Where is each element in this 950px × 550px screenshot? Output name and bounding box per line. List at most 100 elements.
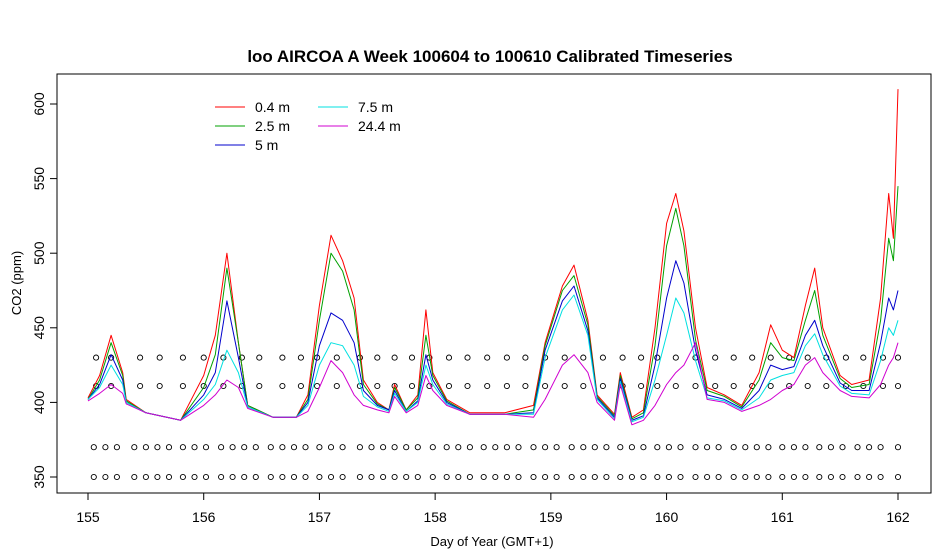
flag-marker bbox=[603, 444, 610, 451]
flag-marker bbox=[742, 444, 749, 451]
flag-marker bbox=[638, 382, 645, 390]
flag-marker bbox=[672, 382, 679, 390]
flag-marker bbox=[464, 354, 471, 361]
flag-marker bbox=[466, 444, 473, 451]
flag-marker bbox=[839, 473, 846, 481]
flag-marker bbox=[267, 444, 274, 451]
flag-marker bbox=[827, 444, 834, 451]
flag-marker bbox=[561, 354, 568, 361]
flag-marker bbox=[638, 354, 645, 361]
y-axis-label: CO2 (ppm) bbox=[9, 251, 24, 315]
flag-marker bbox=[492, 444, 499, 451]
flag-marker bbox=[580, 473, 587, 481]
flag-marker bbox=[561, 382, 568, 390]
flag-marker bbox=[142, 444, 149, 451]
flag-marker bbox=[779, 444, 786, 451]
flag-marker bbox=[316, 444, 323, 451]
flag-marker bbox=[408, 354, 416, 361]
series-line-2-5-m bbox=[87, 186, 899, 421]
flag-marker bbox=[391, 444, 398, 451]
series-line-24-4-m bbox=[87, 342, 899, 426]
series-line-7-5-m bbox=[87, 294, 899, 423]
flag-marker bbox=[380, 444, 387, 451]
flag-marker bbox=[879, 382, 887, 390]
flag-marker bbox=[617, 473, 624, 481]
flag-marker bbox=[191, 444, 198, 451]
flag-marker bbox=[327, 444, 335, 451]
flag-marker bbox=[156, 354, 163, 361]
flag-marker bbox=[767, 354, 774, 361]
y-tick-label: 350 bbox=[31, 465, 47, 489]
flag-marker bbox=[241, 473, 248, 481]
flag-marker bbox=[894, 354, 902, 361]
flag-marker bbox=[179, 444, 186, 451]
flag-marker bbox=[842, 354, 849, 361]
flag-marker bbox=[480, 473, 487, 481]
flag-marker bbox=[553, 473, 560, 481]
flag-marker bbox=[455, 444, 462, 451]
flag-marker bbox=[827, 473, 834, 481]
flag-marker bbox=[654, 444, 661, 451]
flag-marker bbox=[339, 444, 346, 451]
flag-marker bbox=[484, 382, 491, 390]
legend: 0.4 m 2.5 m 5 m 7.5 m 24.4 m bbox=[215, 99, 401, 153]
flag-marker bbox=[503, 354, 510, 361]
flag-marker bbox=[522, 382, 529, 390]
flag-marker bbox=[179, 354, 186, 361]
flag-marker bbox=[640, 444, 647, 451]
flag-marker bbox=[580, 444, 587, 451]
flag-marker bbox=[742, 473, 749, 481]
flag-marker bbox=[866, 444, 873, 451]
flag-marker bbox=[403, 473, 410, 481]
flag-marker bbox=[333, 354, 340, 361]
y-tick-label: 550 bbox=[31, 167, 47, 191]
flag-marker bbox=[380, 473, 387, 481]
chart-title: loo AIRCOA A Week 100604 to 100610 Calib… bbox=[247, 47, 732, 66]
flag-marker bbox=[790, 473, 797, 481]
flag-marker bbox=[252, 473, 259, 481]
flag-marker bbox=[823, 382, 830, 390]
flag-marker bbox=[894, 382, 902, 390]
flag-marker bbox=[252, 444, 259, 451]
flag-marker bbox=[654, 473, 661, 481]
legend-label: 0.4 m bbox=[255, 99, 290, 115]
flag-marker bbox=[137, 382, 144, 390]
flag-marker bbox=[617, 444, 624, 451]
flag-marker bbox=[580, 382, 587, 390]
x-axis: 155 156 157 158 159 160 161 162 bbox=[76, 492, 910, 525]
flag-marker bbox=[403, 444, 410, 451]
flag-marker bbox=[333, 382, 340, 390]
flag-marker bbox=[90, 444, 97, 451]
flag-marker bbox=[279, 444, 286, 451]
flag-marker bbox=[730, 444, 737, 451]
flag-marker bbox=[102, 473, 109, 481]
flag-marker bbox=[480, 444, 487, 451]
flag-marker bbox=[712, 354, 719, 361]
flag-marker bbox=[704, 473, 711, 481]
flag-marker bbox=[665, 444, 672, 451]
flag-marker bbox=[191, 473, 198, 481]
flag-marker bbox=[356, 444, 363, 451]
flag-marker bbox=[654, 354, 661, 361]
flag-marker bbox=[503, 382, 510, 390]
flag-marker bbox=[279, 354, 286, 361]
flag-marker bbox=[816, 444, 823, 451]
flag-marker bbox=[414, 473, 421, 481]
flag-marker bbox=[202, 444, 210, 451]
flag-marker bbox=[327, 473, 335, 481]
flag-marker bbox=[443, 444, 450, 451]
flag-marker bbox=[374, 354, 381, 361]
flag-marker bbox=[879, 354, 887, 361]
flag-marker bbox=[220, 382, 227, 390]
flag-marker bbox=[391, 473, 398, 481]
x-tick-label: 156 bbox=[192, 509, 216, 525]
flag-marker bbox=[302, 444, 309, 451]
flag-marker bbox=[654, 382, 661, 390]
flag-marker bbox=[542, 382, 549, 390]
flag-marker bbox=[218, 444, 225, 451]
x-tick-label: 159 bbox=[539, 509, 563, 525]
flag-marker bbox=[894, 473, 902, 481]
flag-marker bbox=[374, 382, 381, 390]
flag-marker bbox=[290, 473, 298, 481]
flag-marker bbox=[429, 473, 436, 481]
